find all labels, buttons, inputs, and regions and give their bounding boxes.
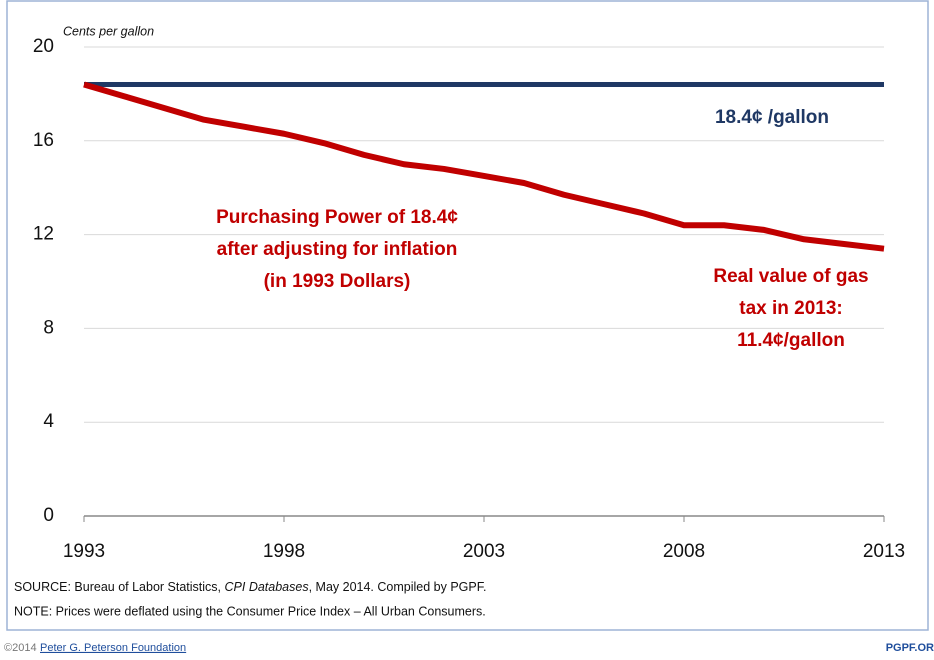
annotation: 18.4¢ /gallon [715, 107, 829, 128]
annotation: Purchasing Power of 18.4¢ [216, 207, 458, 228]
annotation: 11.4¢/gallon [737, 330, 845, 351]
y-axis-label: Cents per gallon [63, 24, 154, 38]
copyright: ©2014 [4, 642, 37, 654]
source-part: CPI Databases [225, 580, 309, 594]
note: NOTE: Prices were deflated using the Con… [14, 604, 486, 618]
annotation: Real value of gas [713, 266, 868, 287]
x-tick-label: 2003 [463, 541, 505, 562]
annotation: tax in 2013: [739, 298, 843, 319]
source-part: , May 2014. Compiled by PGPF. [309, 580, 487, 594]
source-part: SOURCE: Bureau of Labor Statistics, [14, 580, 225, 594]
y-tick-label: 12 [33, 224, 54, 245]
x-tick-label: 1998 [263, 541, 305, 562]
x-tick-label: 1993 [63, 541, 105, 562]
annotation: after adjusting for inflation [217, 239, 458, 260]
annotation: (in 1993 Dollars) [264, 271, 411, 292]
y-tick-label: 0 [43, 505, 54, 526]
site: PGPF.OR [886, 642, 934, 654]
y-tick-label: 20 [33, 36, 54, 57]
y-tick-label: 4 [43, 411, 54, 432]
y-tick-label: 8 [43, 317, 54, 338]
x-tick-label: 2008 [663, 541, 705, 562]
source-note: SOURCE: Bureau of Labor Statistics, CPI … [14, 580, 486, 594]
foundation-link[interactable]: Peter G. Peterson Foundation [40, 642, 186, 654]
series-line [83, 81, 885, 252]
y-tick-label: 16 [33, 130, 54, 151]
x-tick-label: 2013 [863, 541, 905, 562]
